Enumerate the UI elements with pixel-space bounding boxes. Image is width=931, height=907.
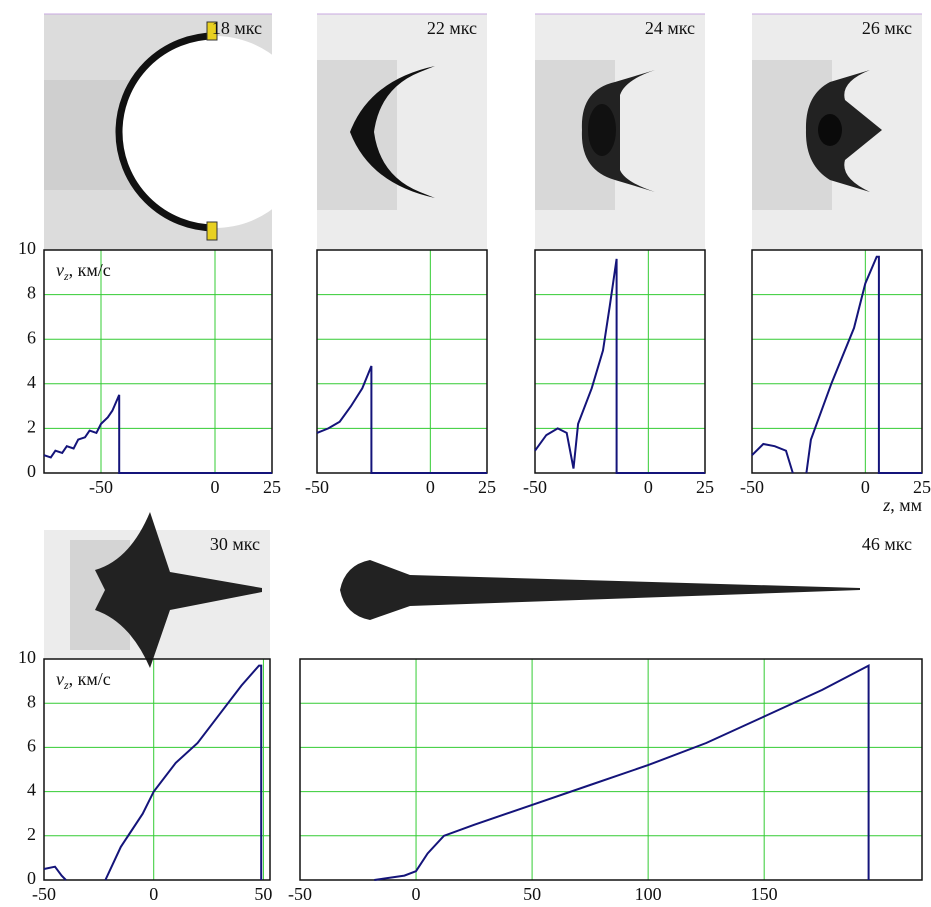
data-line bbox=[44, 666, 261, 880]
x-tick-label: 150 bbox=[751, 884, 778, 904]
plot-frame bbox=[300, 659, 922, 880]
data-line bbox=[44, 395, 272, 473]
x-axis-label-unit: , мм bbox=[890, 495, 922, 515]
y-tick-label: 6 bbox=[27, 327, 36, 347]
y-tick-label: 2 bbox=[27, 824, 36, 844]
y-tick-label: 6 bbox=[27, 736, 36, 756]
x-tick-label: 0 bbox=[426, 477, 435, 497]
x-tick-label: 25 bbox=[478, 477, 496, 497]
y-axis-label-unit: , км/с bbox=[69, 260, 111, 280]
data-line bbox=[752, 257, 922, 473]
x-tick-label: 50 bbox=[254, 884, 272, 904]
x-axis-label-unit: , мм bbox=[890, 902, 922, 907]
image-shape bbox=[818, 114, 842, 146]
data-line bbox=[317, 366, 487, 473]
x-axis-label-var: z bbox=[882, 495, 890, 515]
x-tick-label: 0 bbox=[644, 477, 653, 497]
y-tick-label: 10 bbox=[18, 647, 36, 667]
x-axis-label-var: z bbox=[882, 902, 890, 907]
x-axis-label: z, мм bbox=[882, 902, 922, 907]
x-tick-label: -50 bbox=[288, 884, 312, 904]
y-tick-label: 8 bbox=[27, 691, 36, 711]
time-label: 30 мкс bbox=[210, 534, 260, 554]
y-tick-label: 8 bbox=[27, 283, 36, 303]
x-tick-label: -50 bbox=[32, 884, 56, 904]
x-axis-label: z, мм bbox=[882, 495, 922, 515]
plot-frame bbox=[535, 250, 705, 473]
y-axis-label-var: v bbox=[56, 260, 64, 280]
x-tick-label: -50 bbox=[740, 477, 764, 497]
x-tick-label: -50 bbox=[305, 477, 329, 497]
figure: 18 мкс0246810-50025vz, км/с22 мкс-500252… bbox=[0, 0, 931, 907]
y-tick-label: 0 bbox=[27, 461, 36, 481]
image-shape bbox=[588, 104, 616, 156]
time-label: 18 мкс bbox=[212, 18, 262, 38]
time-label: 24 мкс bbox=[645, 18, 695, 38]
x-tick-label: 0 bbox=[412, 884, 421, 904]
x-tick-label: 0 bbox=[861, 477, 870, 497]
y-tick-label: 10 bbox=[18, 238, 36, 258]
image-region bbox=[207, 222, 217, 240]
time-label: 46 мкс bbox=[862, 534, 912, 554]
y-tick-label: 2 bbox=[27, 417, 36, 437]
time-label: 22 мкс bbox=[427, 18, 477, 38]
x-tick-label: 0 bbox=[211, 477, 220, 497]
data-line bbox=[374, 666, 868, 880]
simulation-images bbox=[44, 14, 922, 668]
x-tick-label: 25 bbox=[913, 477, 931, 497]
x-tick-label: 0 bbox=[149, 884, 158, 904]
x-tick-label: 50 bbox=[523, 884, 541, 904]
x-tick-label: 25 bbox=[263, 477, 281, 497]
x-tick-label: 100 bbox=[635, 884, 662, 904]
x-tick-label: -50 bbox=[523, 477, 547, 497]
x-tick-label: -50 bbox=[89, 477, 113, 497]
data-line bbox=[535, 259, 705, 473]
x-tick-label: 25 bbox=[696, 477, 714, 497]
y-axis-label-var: v bbox=[56, 669, 64, 689]
plot-frame bbox=[752, 250, 922, 473]
y-axis-label: vz, км/с bbox=[56, 260, 111, 283]
y-axis-label-unit: , км/с bbox=[69, 669, 111, 689]
y-tick-label: 4 bbox=[27, 372, 36, 392]
y-tick-label: 4 bbox=[27, 780, 36, 800]
image-shape bbox=[340, 560, 860, 620]
y-axis-label: vz, км/с bbox=[56, 669, 111, 692]
time-label: 26 мкс bbox=[862, 18, 912, 38]
plot-frame bbox=[317, 250, 487, 473]
